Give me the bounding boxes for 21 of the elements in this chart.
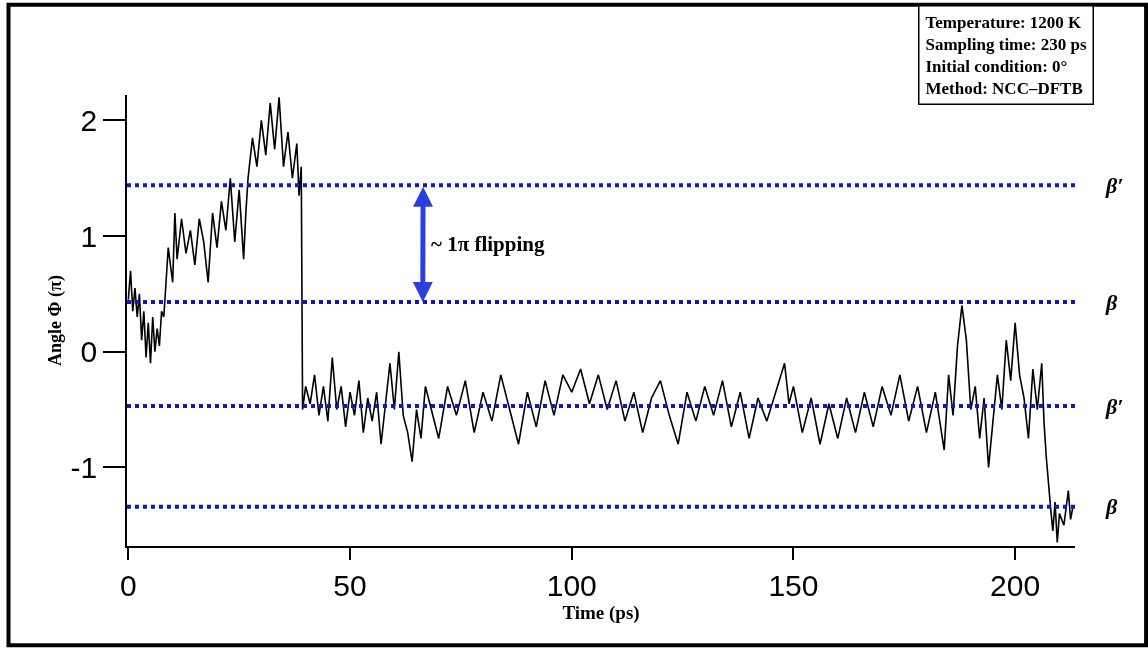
ref-line-label: β bbox=[1105, 290, 1118, 315]
y-tick-label: 2 bbox=[80, 103, 98, 137]
text: Temperature: 1200 K bbox=[925, 12, 1083, 32]
y-tick-label: -1 bbox=[70, 450, 98, 484]
annotation: Method: NCC–DFTB bbox=[925, 78, 1083, 98]
x-tick-label: 50 bbox=[333, 568, 367, 602]
y-tick-label: 1 bbox=[80, 219, 98, 253]
x-tick-label: 0 bbox=[119, 568, 137, 602]
annotation: ~ 1π flipping bbox=[431, 232, 545, 256]
ref-line-label: β bbox=[1105, 494, 1118, 519]
line-series bbox=[127, 96, 1074, 544]
x-tick-label: 200 bbox=[990, 568, 1041, 602]
y-axis-title: Angle Φ (π) bbox=[45, 275, 67, 366]
x-tick-label: 100 bbox=[546, 568, 597, 602]
y-tick-label: 0 bbox=[80, 335, 98, 369]
x-axis-title: Time (ps) bbox=[562, 601, 640, 624]
x-tick-label: 150 bbox=[768, 568, 819, 602]
ref-line-label: β′ bbox=[1105, 394, 1124, 419]
ref-line-label: β′ bbox=[1105, 173, 1124, 198]
text: Sampling time: 230 ps bbox=[925, 34, 1087, 54]
text: Initial condition: 0° bbox=[925, 56, 1068, 76]
